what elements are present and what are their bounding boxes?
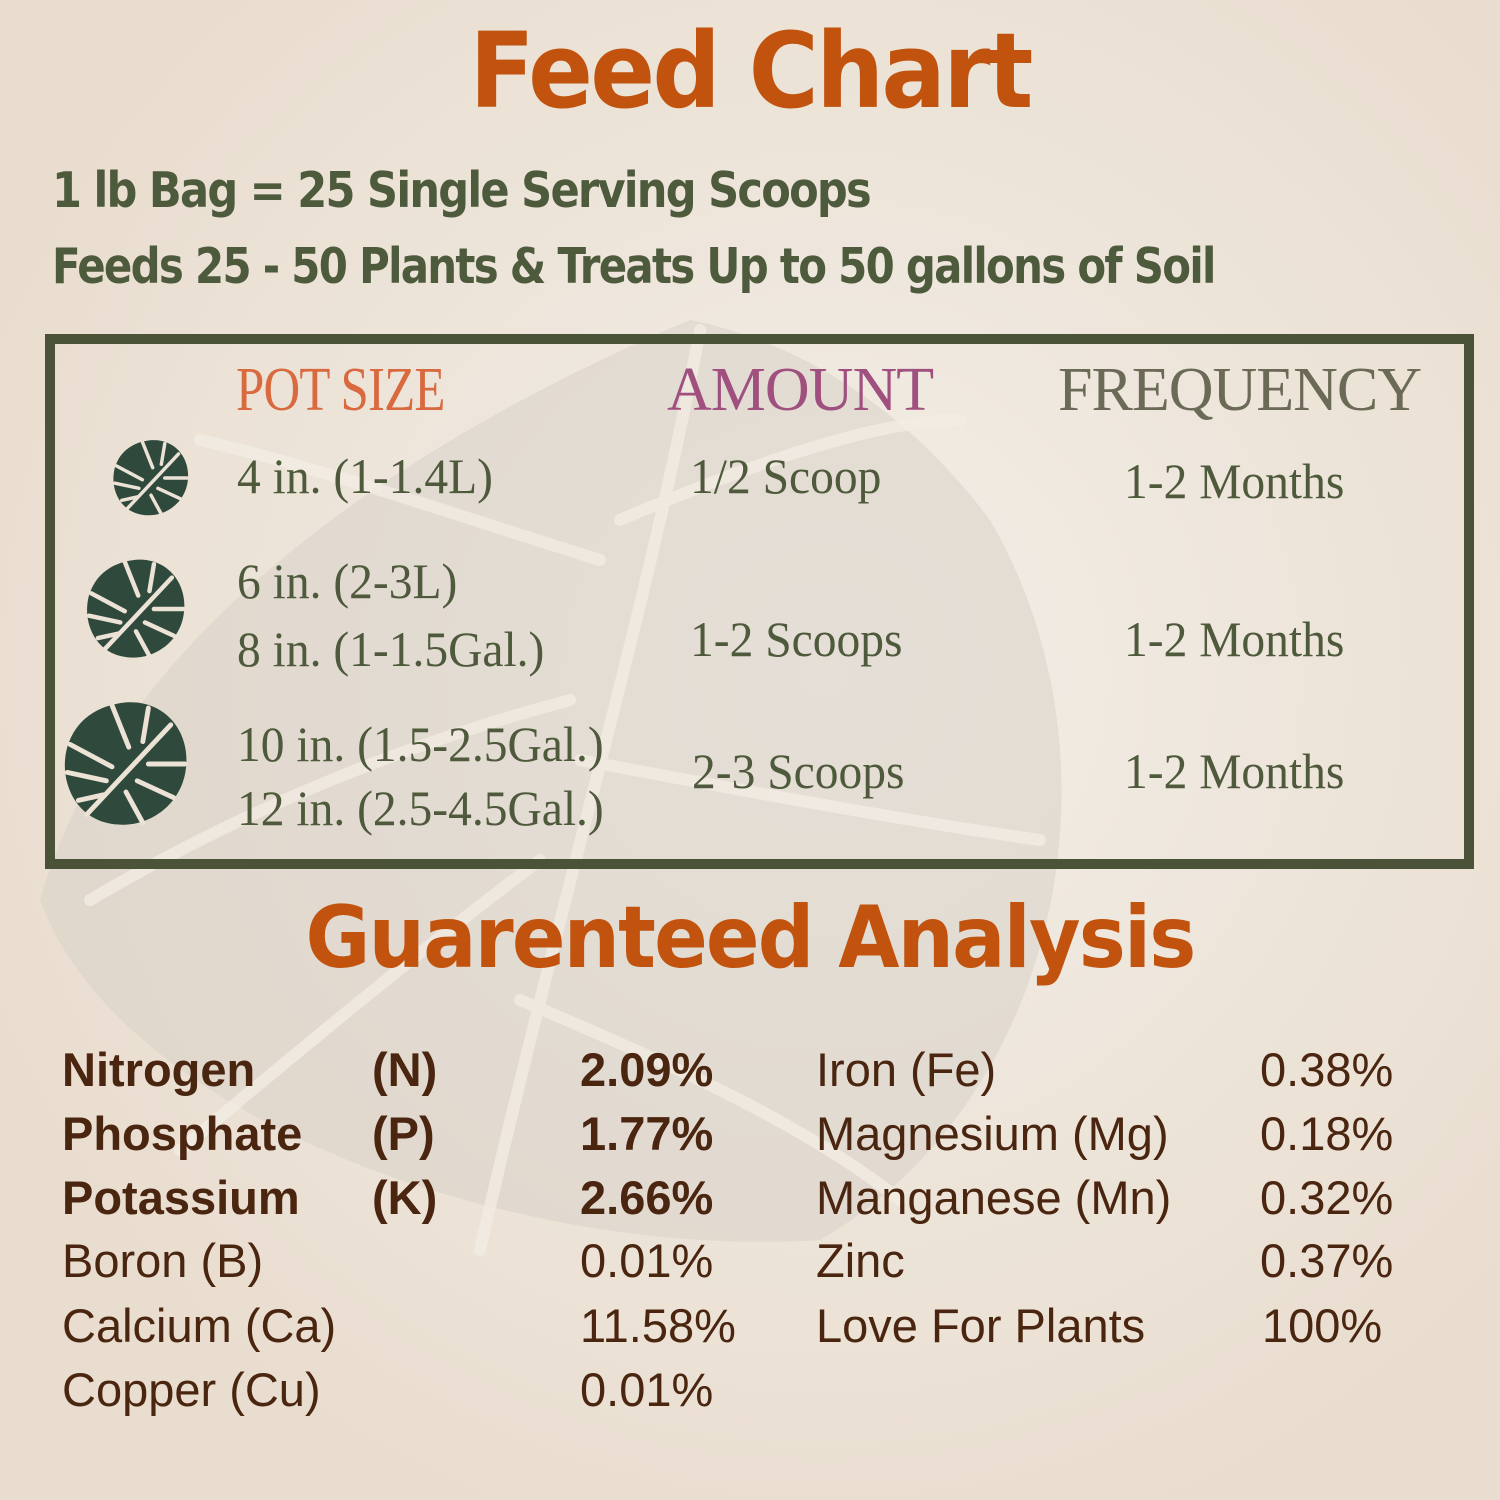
frequency-row-1: 1-2 Months (1124, 453, 1345, 509)
nutrient-value-phosphate: 1.77% (580, 1107, 714, 1160)
nutrient-name-phosphate: Phosphate (62, 1107, 303, 1160)
nutrient-name-boron: Boron (B) (62, 1234, 264, 1287)
monstera-leaf-large-icon (64, 702, 188, 826)
pot-size-6in: 6 in. (2-3L) (237, 553, 458, 609)
nutrient-name-copper: Copper (Cu) (62, 1363, 321, 1416)
pot-size-8in: 8 in. (1-1.5Gal.) (237, 621, 545, 677)
pot-size-4in: 4 in. (1-1.4L) (237, 448, 493, 504)
page-title: Feed Chart (469, 10, 1033, 132)
column-header-pot-size: POT SIZE (236, 356, 445, 424)
frequency-row-2: 1-2 Months (1124, 611, 1345, 667)
nutrient-value-boron: 0.01% (580, 1234, 714, 1287)
nutrient-name-manganese: Manganese (Mn) (816, 1171, 1172, 1224)
nutrient-name-nitrogen: Nitrogen (62, 1043, 256, 1096)
amount-row-3: 2-3 Scoops (692, 743, 905, 799)
pot-size-12in: 12 in. (2.5-4.5Gal.) (237, 780, 604, 836)
monstera-leaf-medium-icon (86, 559, 186, 659)
nutrient-value-love: 100% (1262, 1299, 1383, 1352)
nutrient-symbol-phosphate: (P) (372, 1107, 435, 1160)
frequency-row-3: 1-2 Months (1124, 743, 1345, 799)
nutrient-name-magnesium: Magnesium (Mg) (816, 1107, 1169, 1160)
amount-row-2: 1-2 Scoops (690, 611, 903, 667)
pot-size-10in: 10 in. (1.5-2.5Gal.) (237, 716, 604, 772)
nutrient-name-zinc: Zinc (816, 1234, 905, 1287)
feed-table-frame (45, 334, 1474, 869)
nutrient-value-magnesium: 0.18% (1260, 1107, 1394, 1160)
nutrient-value-zinc: 0.37% (1260, 1234, 1394, 1287)
analysis-title: Guarenteed Analysis (305, 888, 1196, 988)
column-header-amount: AMOUNT (667, 356, 934, 424)
nutrient-symbol-nitrogen: (N) (372, 1043, 438, 1096)
nutrient-value-calcium: 11.58% (580, 1299, 736, 1352)
nutrient-value-copper: 0.01% (580, 1363, 714, 1416)
bag-yield-text: 1 lb Bag = 25 Single Serving Scoops (52, 162, 872, 219)
column-header-frequency: FREQUENCY (1058, 356, 1422, 424)
nutrient-name-calcium: Calcium (Ca) (62, 1299, 337, 1352)
nutrient-name-potassium: Potassium (62, 1171, 300, 1224)
nutrient-value-manganese: 0.32% (1260, 1171, 1394, 1224)
amount-row-1: 1/2 Scoop (690, 448, 882, 504)
nutrient-name-iron: Iron (Fe) (816, 1043, 997, 1096)
monstera-leaf-small-icon (113, 440, 189, 516)
nutrient-value-potassium: 2.66% (580, 1171, 714, 1224)
nutrient-name-love: Love For Plants (816, 1299, 1146, 1352)
coverage-text: Feeds 25 - 50 Plants & Treats Up to 50 g… (52, 238, 1216, 295)
nutrient-symbol-potassium: (K) (372, 1171, 438, 1224)
nutrient-value-iron: 0.38% (1260, 1043, 1394, 1096)
nutrient-value-nitrogen: 2.09% (580, 1043, 714, 1096)
